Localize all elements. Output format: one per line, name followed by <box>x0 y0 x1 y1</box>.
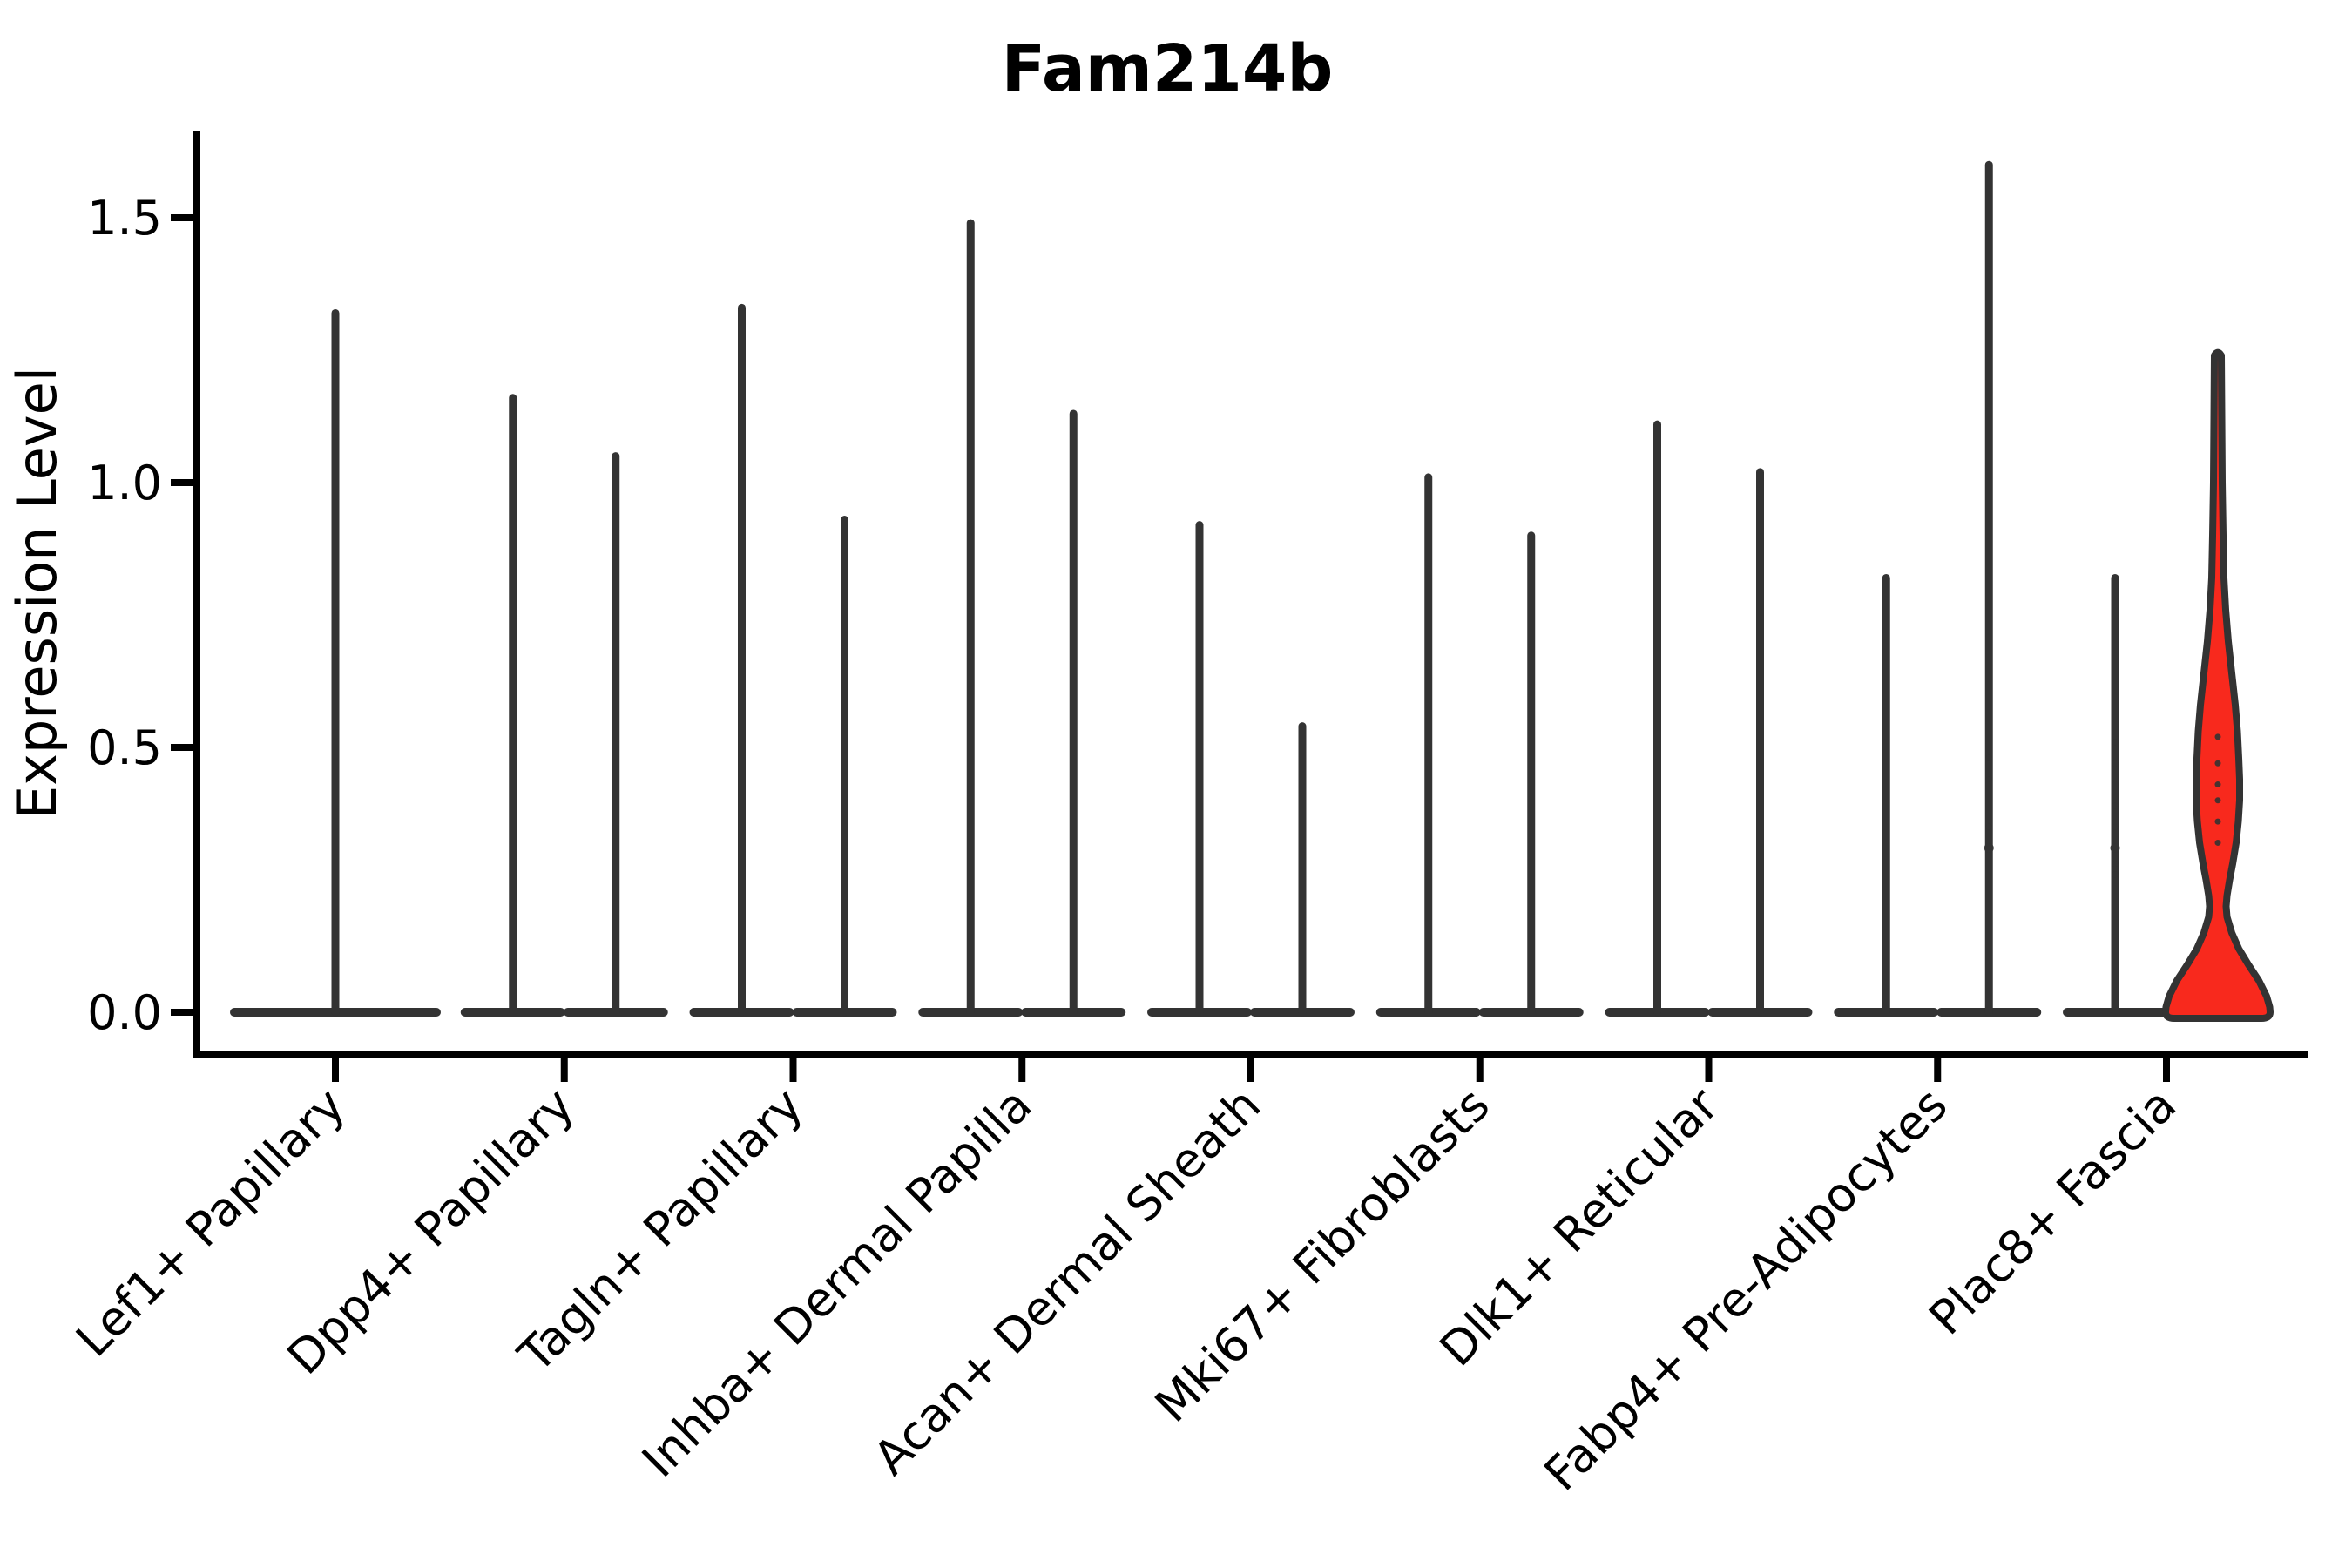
y-tick-label: 0.5 <box>87 720 162 775</box>
violin-highlighted <box>2162 348 2274 1022</box>
expression-dot <box>2112 861 2119 868</box>
expression-dot <box>2214 797 2221 804</box>
expression-dot <box>1985 775 1992 782</box>
expression-dot <box>2214 781 2221 788</box>
x-tick-label: Fabp4+ Pre-Adipocytes <box>1534 1078 1958 1502</box>
x-tick-label: Inhba+ Dermal Papilla <box>632 1078 1042 1488</box>
expression-dot <box>1985 754 1992 761</box>
expression-dot <box>2214 760 2221 767</box>
x-tick-label: Acan+ Dermal Sheath <box>863 1078 1271 1485</box>
x-tick-label: Plac8+ Fascia <box>1918 1078 2186 1346</box>
y-tick-label: 0.0 <box>87 985 162 1040</box>
expression-dot <box>2214 818 2221 825</box>
expression-dot <box>2112 739 2119 746</box>
y-tick-label: 1.0 <box>87 456 162 510</box>
expression-dot <box>2112 871 2119 878</box>
expression-dot <box>2112 802 2119 809</box>
expression-dot <box>2110 843 2120 854</box>
expression-dot <box>2112 823 2119 830</box>
expression-dot <box>2112 781 2119 788</box>
expression-dot <box>1984 843 1994 854</box>
expression-dot <box>1985 823 1992 830</box>
expression-dot <box>2112 760 2119 767</box>
y-axis-label: Expression Level <box>5 367 69 820</box>
chart-title: Fam214b <box>1002 31 1334 106</box>
expression-dot <box>2214 733 2221 740</box>
y-tick-label: 1.5 <box>87 191 162 246</box>
expression-dot <box>2214 839 2221 846</box>
